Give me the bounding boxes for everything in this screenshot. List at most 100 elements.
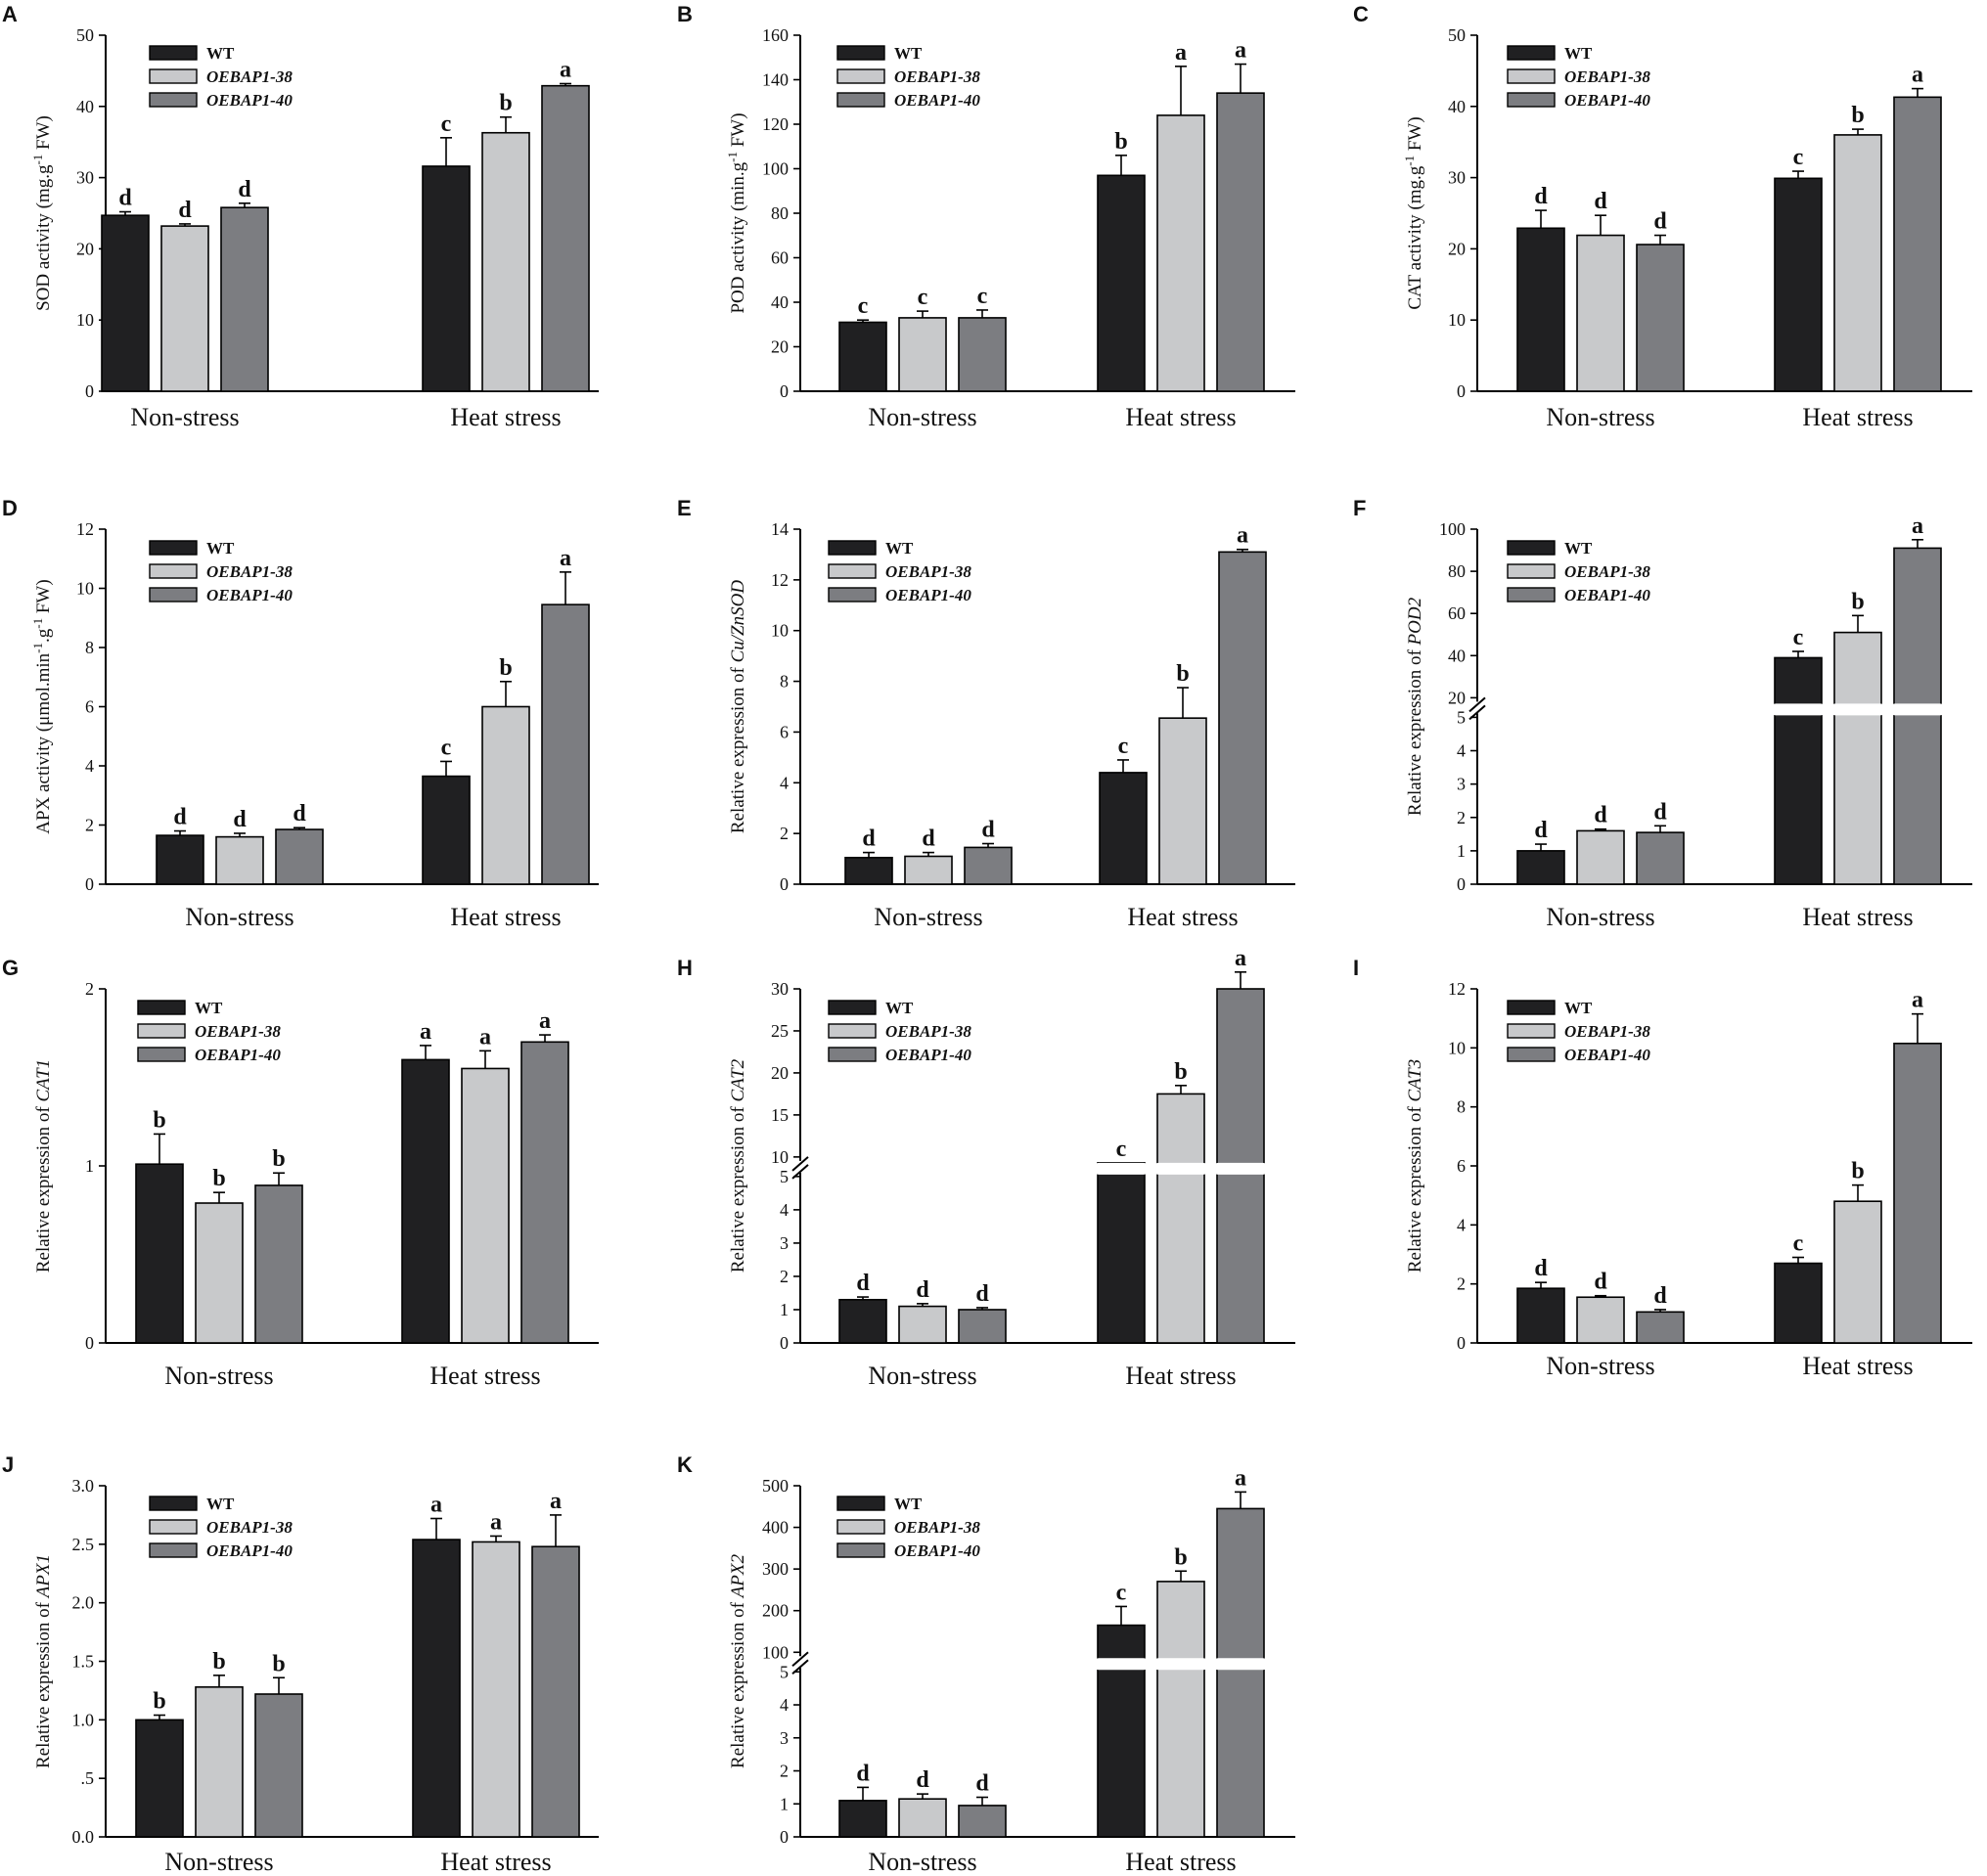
legend-label: WT <box>1564 44 1593 63</box>
bar <box>1893 1043 1942 1344</box>
bar <box>135 1719 184 1838</box>
y-tick-label: 4 <box>1457 741 1466 761</box>
bar <box>958 317 1007 392</box>
significance-letter: d <box>1653 209 1667 235</box>
bar <box>1833 1200 1882 1344</box>
category-label: Non-stress <box>1546 1352 1654 1380</box>
panel-label: F <box>1353 496 1366 520</box>
axis-break-mark <box>791 1156 809 1172</box>
y-tick-label: 20 <box>76 239 94 258</box>
bar <box>1516 1287 1565 1344</box>
significance-letter: d <box>173 805 187 830</box>
panel-a: A 0 10 20 30 40 50 SOD activity (mg.g-1 FW) d d d N… <box>2 2 599 431</box>
category-label: Heat stress <box>440 1848 551 1876</box>
significance-letter: d <box>856 1271 870 1296</box>
bar <box>461 1067 510 1344</box>
legend-label: WT <box>894 1495 923 1513</box>
significance-letter: d <box>118 186 132 211</box>
y-tick-label: 8 <box>85 638 94 657</box>
y-tick-label: 4 <box>1457 1215 1466 1234</box>
panel-label: G <box>2 956 19 980</box>
category-label: Heat stress <box>1125 403 1236 431</box>
legend-swatch <box>1507 540 1556 556</box>
y-axis-title: Relative expression of CAT2 <box>728 1058 748 1273</box>
category-label: Heat stress <box>1125 1362 1236 1390</box>
y-axis-title: POD activity (min.g-1 FW) <box>725 112 749 313</box>
bar <box>472 1541 520 1838</box>
significance-letter: b <box>1851 103 1864 128</box>
legend-swatch <box>836 1496 885 1511</box>
bar-break-gap <box>1094 1162 1149 1175</box>
bar <box>1099 772 1148 885</box>
y-tick-label: 4 <box>780 1695 789 1715</box>
y-axis-title: Relative expression of CAT1 <box>33 1059 54 1273</box>
panel-i: I 0 2 4 6 8 10 12 Relative expression of CAT3 d d d… <box>1353 956 1972 1380</box>
bar <box>1636 244 1685 392</box>
legend-label: WT <box>206 1495 235 1513</box>
bar <box>412 1539 461 1838</box>
significance-letter: d <box>233 807 247 832</box>
y-axis-title: CAT activity (mg.g-1 FW) <box>1402 116 1426 309</box>
legend-label: OEBAP1-40 <box>206 1541 293 1560</box>
bar <box>1576 829 1625 885</box>
significance-letter: d <box>1653 1283 1667 1309</box>
bar <box>531 1545 580 1838</box>
y-tick-label: 40 <box>1448 97 1466 116</box>
y-tick-label: 100 <box>1439 519 1466 539</box>
y-tick-label: 6 <box>780 722 789 741</box>
y-tick-label: 60 <box>771 248 789 268</box>
y-tick-label: 3 <box>780 1728 789 1748</box>
bar <box>541 603 590 885</box>
panel-d: D 0 2 4 6 8 10 12 APX activity (μmol.min-1.g-1 F… <box>2 496 599 931</box>
legend-label: OEBAP1-38 <box>894 1518 980 1537</box>
bar <box>898 1305 947 1344</box>
bar <box>156 834 204 885</box>
significance-letter: a <box>1235 38 1246 64</box>
bar <box>220 206 269 392</box>
y-tick-label: 120 <box>762 114 789 134</box>
panel-label: E <box>677 496 692 520</box>
category-label: Non-stress <box>1546 903 1654 931</box>
y-tick-label: 4 <box>780 773 789 792</box>
significance-letter: d <box>922 826 935 852</box>
bar <box>1097 1624 1146 1838</box>
bar <box>1156 1093 1205 1344</box>
y-tick-label: 2 <box>85 979 94 999</box>
category-label: Non-stress <box>164 1848 273 1876</box>
significance-letter: b <box>1174 1059 1187 1085</box>
legend-label: OEBAP1-40 <box>1564 91 1650 110</box>
bar <box>541 84 590 392</box>
significance-letter: d <box>1594 1270 1607 1295</box>
significance-letter: d <box>916 1767 929 1793</box>
legend-swatch <box>1507 1023 1556 1039</box>
bar <box>215 835 264 885</box>
legend-swatch <box>137 1000 186 1015</box>
panel-c: C 0 10 20 30 40 50 CAT activity (mg.g-1 FW) d d d N… <box>1353 2 1972 431</box>
y-tick-label: 1 <box>780 1794 789 1813</box>
bar <box>520 1041 569 1344</box>
legend-label: WT <box>206 539 235 558</box>
y-tick-label: 40 <box>76 97 94 116</box>
bar <box>838 321 887 392</box>
bar <box>1156 1581 1205 1838</box>
significance-letter: c <box>1793 1231 1804 1257</box>
significance-letter: b <box>272 1651 285 1676</box>
significance-letter: d <box>916 1277 929 1303</box>
bar-break-gap <box>1153 1658 1208 1671</box>
bar <box>401 1058 450 1344</box>
panel-label: I <box>1353 956 1359 980</box>
significance-letter: a <box>560 546 571 571</box>
legend-label: OEBAP1-40 <box>885 1046 971 1064</box>
panel-label: A <box>2 2 18 26</box>
significance-letter: c <box>1116 1580 1127 1605</box>
legend-swatch <box>828 1023 877 1039</box>
y-tick-label: 80 <box>1448 561 1466 581</box>
category-label: Heat stress <box>450 903 561 931</box>
y-tick-label: 50 <box>1448 25 1466 45</box>
significance-letter: c <box>918 285 928 310</box>
y-tick-label: 4 <box>780 1200 789 1220</box>
y-tick-label: 20 <box>771 337 789 357</box>
category-label: Non-stress <box>185 903 294 931</box>
